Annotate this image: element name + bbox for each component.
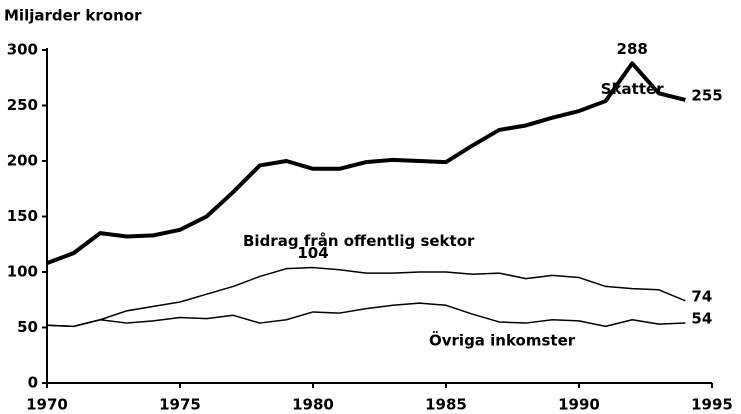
value-label: 74 (691, 287, 712, 305)
y-tick-label: 100 (7, 263, 38, 281)
x-tick-label: 1970 (26, 396, 68, 414)
x-tick-label: 1985 (425, 396, 467, 414)
series-label: Bidrag från offentlig sektor (243, 232, 475, 250)
series-line (46, 266, 686, 328)
y-tick-label: 200 (7, 152, 38, 170)
x-tick-label: 1975 (159, 396, 201, 414)
series-label: Skatter (601, 80, 664, 98)
value-label: 104 (297, 244, 328, 262)
y-tick-label: 0 (28, 374, 38, 392)
y-tick-label: 50 (17, 318, 38, 336)
series-line (46, 302, 686, 328)
value-label: 288 (617, 40, 648, 58)
series-line (46, 61, 686, 265)
y-tick-label: 150 (7, 207, 38, 225)
series-label: Övriga inkomster (429, 330, 576, 349)
x-tick-label: 1990 (558, 396, 600, 414)
y-axis-label: Miljarder kronor (4, 7, 142, 25)
x-tick-label: 1995 (691, 396, 733, 414)
y-tick-label: 250 (7, 96, 38, 114)
x-tick-label: 1980 (292, 396, 334, 414)
y-tick-label: 300 (7, 41, 38, 59)
value-label: 54 (691, 310, 712, 328)
value-label: 255 (691, 86, 722, 104)
